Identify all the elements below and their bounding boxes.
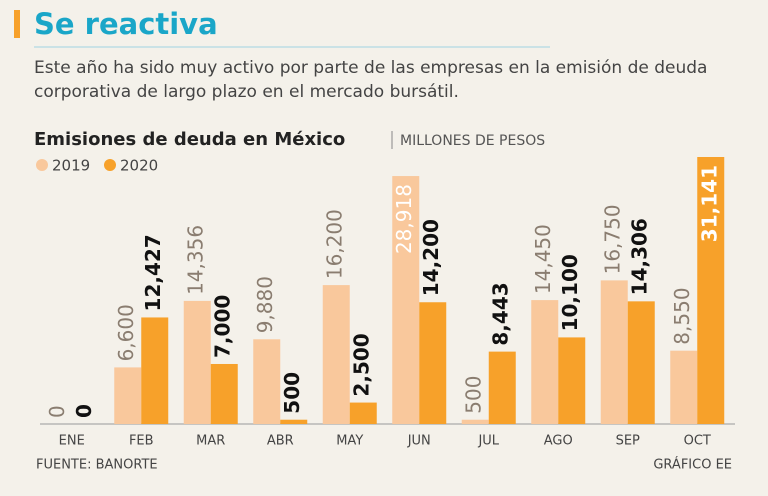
source: FUENTE: BANORTE bbox=[36, 458, 158, 473]
bar bbox=[697, 157, 725, 424]
bar bbox=[670, 350, 698, 424]
bar bbox=[488, 351, 516, 424]
value-label: 7,000 bbox=[211, 295, 235, 358]
bar bbox=[253, 339, 281, 424]
x-tick-label: MAR bbox=[196, 434, 225, 449]
value-label: 8,443 bbox=[489, 282, 513, 345]
bar bbox=[627, 301, 655, 424]
bar bbox=[210, 363, 238, 424]
value-label: 9,880 bbox=[253, 276, 277, 333]
bar bbox=[349, 402, 377, 424]
x-tick-label: SEP bbox=[616, 434, 640, 449]
value-label: 14,200 bbox=[419, 219, 443, 296]
value-label: 6,600 bbox=[114, 304, 138, 361]
bar bbox=[392, 176, 420, 424]
legend-label: 2019 bbox=[52, 157, 90, 175]
credit: GRÁFICO EE bbox=[653, 457, 732, 473]
legend-swatch bbox=[36, 159, 48, 171]
bar bbox=[600, 280, 628, 424]
units: MILLONES DE PESOS bbox=[400, 133, 545, 149]
value-label: 14,356 bbox=[184, 225, 208, 295]
bar bbox=[183, 300, 211, 424]
x-tick-label: JUL bbox=[477, 434, 499, 449]
value-label: 500 bbox=[462, 376, 486, 414]
x-tick-label: JUN bbox=[407, 434, 431, 449]
chart-heading: Emisiones de deuda en México bbox=[34, 129, 345, 150]
value-label: 16,200 bbox=[323, 209, 347, 279]
legend-label: 2020 bbox=[120, 157, 158, 175]
x-tick-label: AGO bbox=[544, 434, 573, 449]
value-label: 14,306 bbox=[628, 218, 652, 295]
subtitle-box: Este año ha sido muy activo por parte de… bbox=[34, 58, 708, 102]
bar bbox=[141, 317, 169, 424]
x-tick-label: OCT bbox=[684, 434, 711, 449]
value-label: 8,550 bbox=[670, 287, 694, 344]
value-label: 14,450 bbox=[531, 224, 555, 294]
legend-swatch bbox=[104, 159, 116, 171]
x-tick-label: MAY bbox=[336, 434, 363, 449]
subtitle: Este año ha sido muy activo por parte de… bbox=[34, 58, 708, 102]
x-tick-label: ABR bbox=[267, 434, 294, 449]
value-label: 0 bbox=[45, 405, 69, 418]
bar bbox=[461, 419, 489, 424]
bar bbox=[322, 285, 350, 424]
bar bbox=[114, 367, 142, 424]
bar bbox=[419, 302, 447, 424]
value-label: 10,100 bbox=[558, 254, 582, 331]
value-label: 0 bbox=[72, 404, 96, 418]
value-label: 12,427 bbox=[141, 234, 165, 311]
value-label: 500 bbox=[280, 372, 304, 414]
bar bbox=[280, 419, 308, 424]
value-label: 2,500 bbox=[350, 333, 374, 396]
value-label: 28,918 bbox=[392, 184, 416, 254]
bar bbox=[531, 300, 559, 424]
value-label: 16,750 bbox=[601, 204, 625, 274]
bar bbox=[558, 337, 586, 424]
chart-title: Se reactiva bbox=[34, 7, 218, 41]
title-accent bbox=[14, 10, 20, 38]
x-tick-label: FEB bbox=[129, 434, 154, 449]
x-tick-label: ENE bbox=[59, 434, 85, 449]
value-label: 31,141 bbox=[697, 165, 721, 242]
